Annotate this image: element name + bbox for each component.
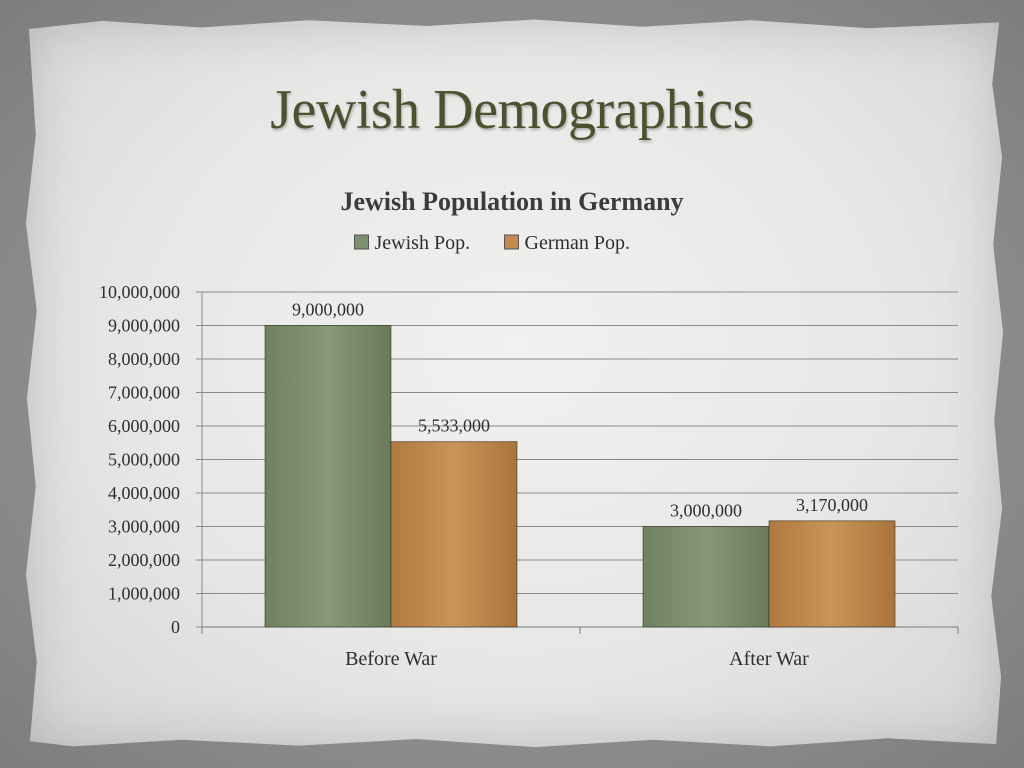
y-tick-label: 4,000,000 — [108, 483, 180, 503]
bar — [390, 441, 518, 628]
y-tick-label: 10,000,000 — [99, 282, 180, 302]
x-category-label: After War — [729, 648, 809, 670]
legend-swatch — [354, 234, 369, 250]
y-tick-label: 0 — [171, 617, 180, 637]
data-label: 3,170,000 — [796, 495, 868, 515]
slide-title: Jewish Demographics — [270, 79, 754, 141]
y-tick-label: 3,000,000 — [108, 517, 180, 537]
legend-swatch — [504, 234, 519, 250]
data-label: 9,000,000 — [292, 300, 364, 320]
data-label: 5,533,000 — [418, 416, 490, 436]
bar — [264, 325, 392, 628]
legend-label: Jewish Pop. — [375, 232, 471, 254]
x-axis: Before War After War — [201, 626, 959, 670]
x-category-label: Before War — [345, 648, 437, 670]
y-tick-label: 2,000,000 — [108, 550, 180, 570]
bar — [642, 526, 770, 628]
y-tick-label: 7,000,000 — [108, 383, 180, 403]
legend-label: German Pop. — [525, 232, 631, 254]
data-labels: 9,000,000 3,000,000 5,533,000 3,170,000 — [292, 300, 868, 521]
y-tick-label: 8,000,000 — [108, 349, 180, 369]
y-tick-label: 9,000,000 — [108, 316, 180, 336]
chart-title: Jewish Population in Germany — [340, 187, 683, 216]
y-tick-label: 6,000,000 — [108, 416, 180, 436]
y-axis: 0 1,000,000 2,000,000 3,000,000 4,000,000 5,0… — [99, 282, 203, 637]
bars — [264, 325, 896, 628]
data-label: 3,000,000 — [670, 501, 742, 521]
y-tick-label: 5,000,000 — [108, 450, 180, 470]
bar — [768, 520, 896, 628]
y-tick-label: 1,000,000 — [108, 584, 180, 604]
legend: Jewish Pop. German Pop. — [354, 232, 631, 254]
